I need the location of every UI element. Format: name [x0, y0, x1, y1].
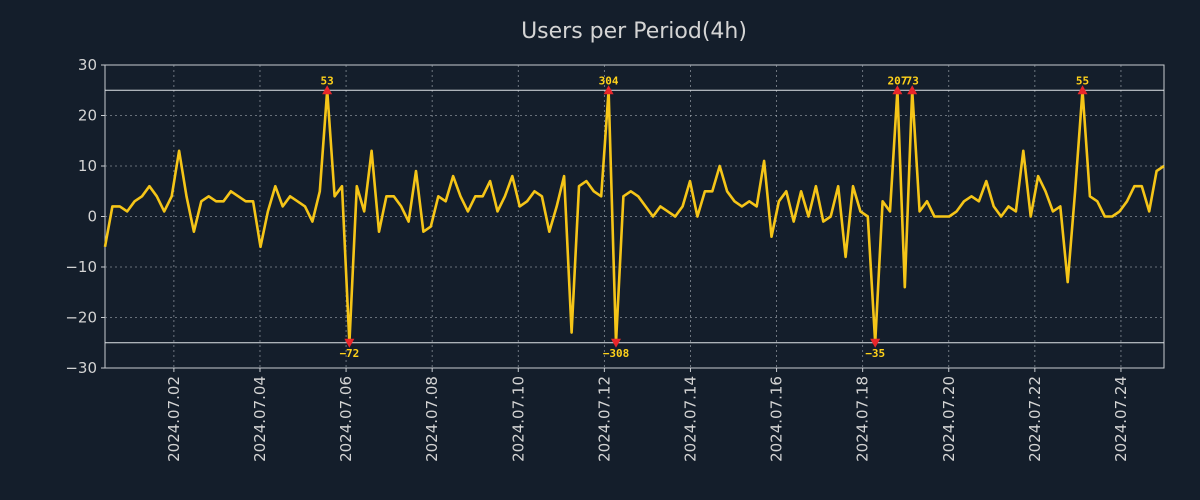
- peak-marker: [344, 338, 355, 348]
- peak-marker: [870, 338, 881, 348]
- peak-marker: [610, 338, 621, 348]
- x-tick-label: 2024.07.16: [768, 376, 786, 462]
- chart-title: Users per Period(4h): [521, 19, 747, 44]
- x-tick-label: 2024.07.10: [509, 376, 527, 462]
- peak-marker: [1077, 85, 1088, 95]
- y-tick-label: −10: [65, 258, 97, 276]
- y-tick-label: 30: [78, 56, 97, 74]
- peak-label: −35: [865, 347, 885, 360]
- peak-label: −72: [339, 347, 359, 360]
- y-tick-label: −30: [65, 359, 97, 377]
- peak-label: 304: [599, 74, 619, 87]
- x-tick-label: 2024.07.12: [595, 376, 613, 462]
- x-tick-label: 2024.07.22: [1026, 376, 1044, 462]
- x-tick-label: 2024.07.18: [854, 376, 872, 462]
- x-tick-label: 2024.07.04: [251, 376, 269, 462]
- x-tick-label: 2024.07.24: [1112, 376, 1130, 462]
- peak-label: 55: [1076, 74, 1089, 87]
- peak-label: 207: [887, 74, 907, 87]
- y-tick-label: −20: [65, 309, 97, 327]
- peak-label: 53: [321, 74, 334, 87]
- peak-marker: [603, 85, 614, 95]
- y-tick-label: 20: [78, 107, 97, 125]
- x-axis: 2024.07.02 2024.07.04 2024.07.06 2024.07.08…: [165, 368, 1130, 462]
- x-tick-label: 2024.07.08: [423, 376, 441, 462]
- y-axis: 30 20 10 0 −10 −20 −30: [65, 56, 105, 377]
- peak-marker: [907, 85, 918, 95]
- x-tick-label: 2024.07.14: [681, 376, 699, 462]
- grid-layer: [105, 65, 1164, 368]
- peak-label: 73: [906, 74, 919, 87]
- series-layer: [103, 89, 1165, 345]
- peak-marker: [322, 85, 333, 95]
- peak-label: −308: [603, 347, 630, 360]
- x-tick-label: 2024.07.02: [165, 376, 183, 462]
- series-line: [103, 89, 1165, 345]
- y-tick-label: 0: [87, 208, 97, 226]
- y-tick-label: 10: [78, 157, 97, 175]
- x-tick-label: 2024.07.06: [337, 376, 355, 462]
- clip-lines: [105, 89, 1164, 344]
- x-tick-label: 2024.07.20: [940, 376, 958, 462]
- peak-marker: [892, 85, 903, 95]
